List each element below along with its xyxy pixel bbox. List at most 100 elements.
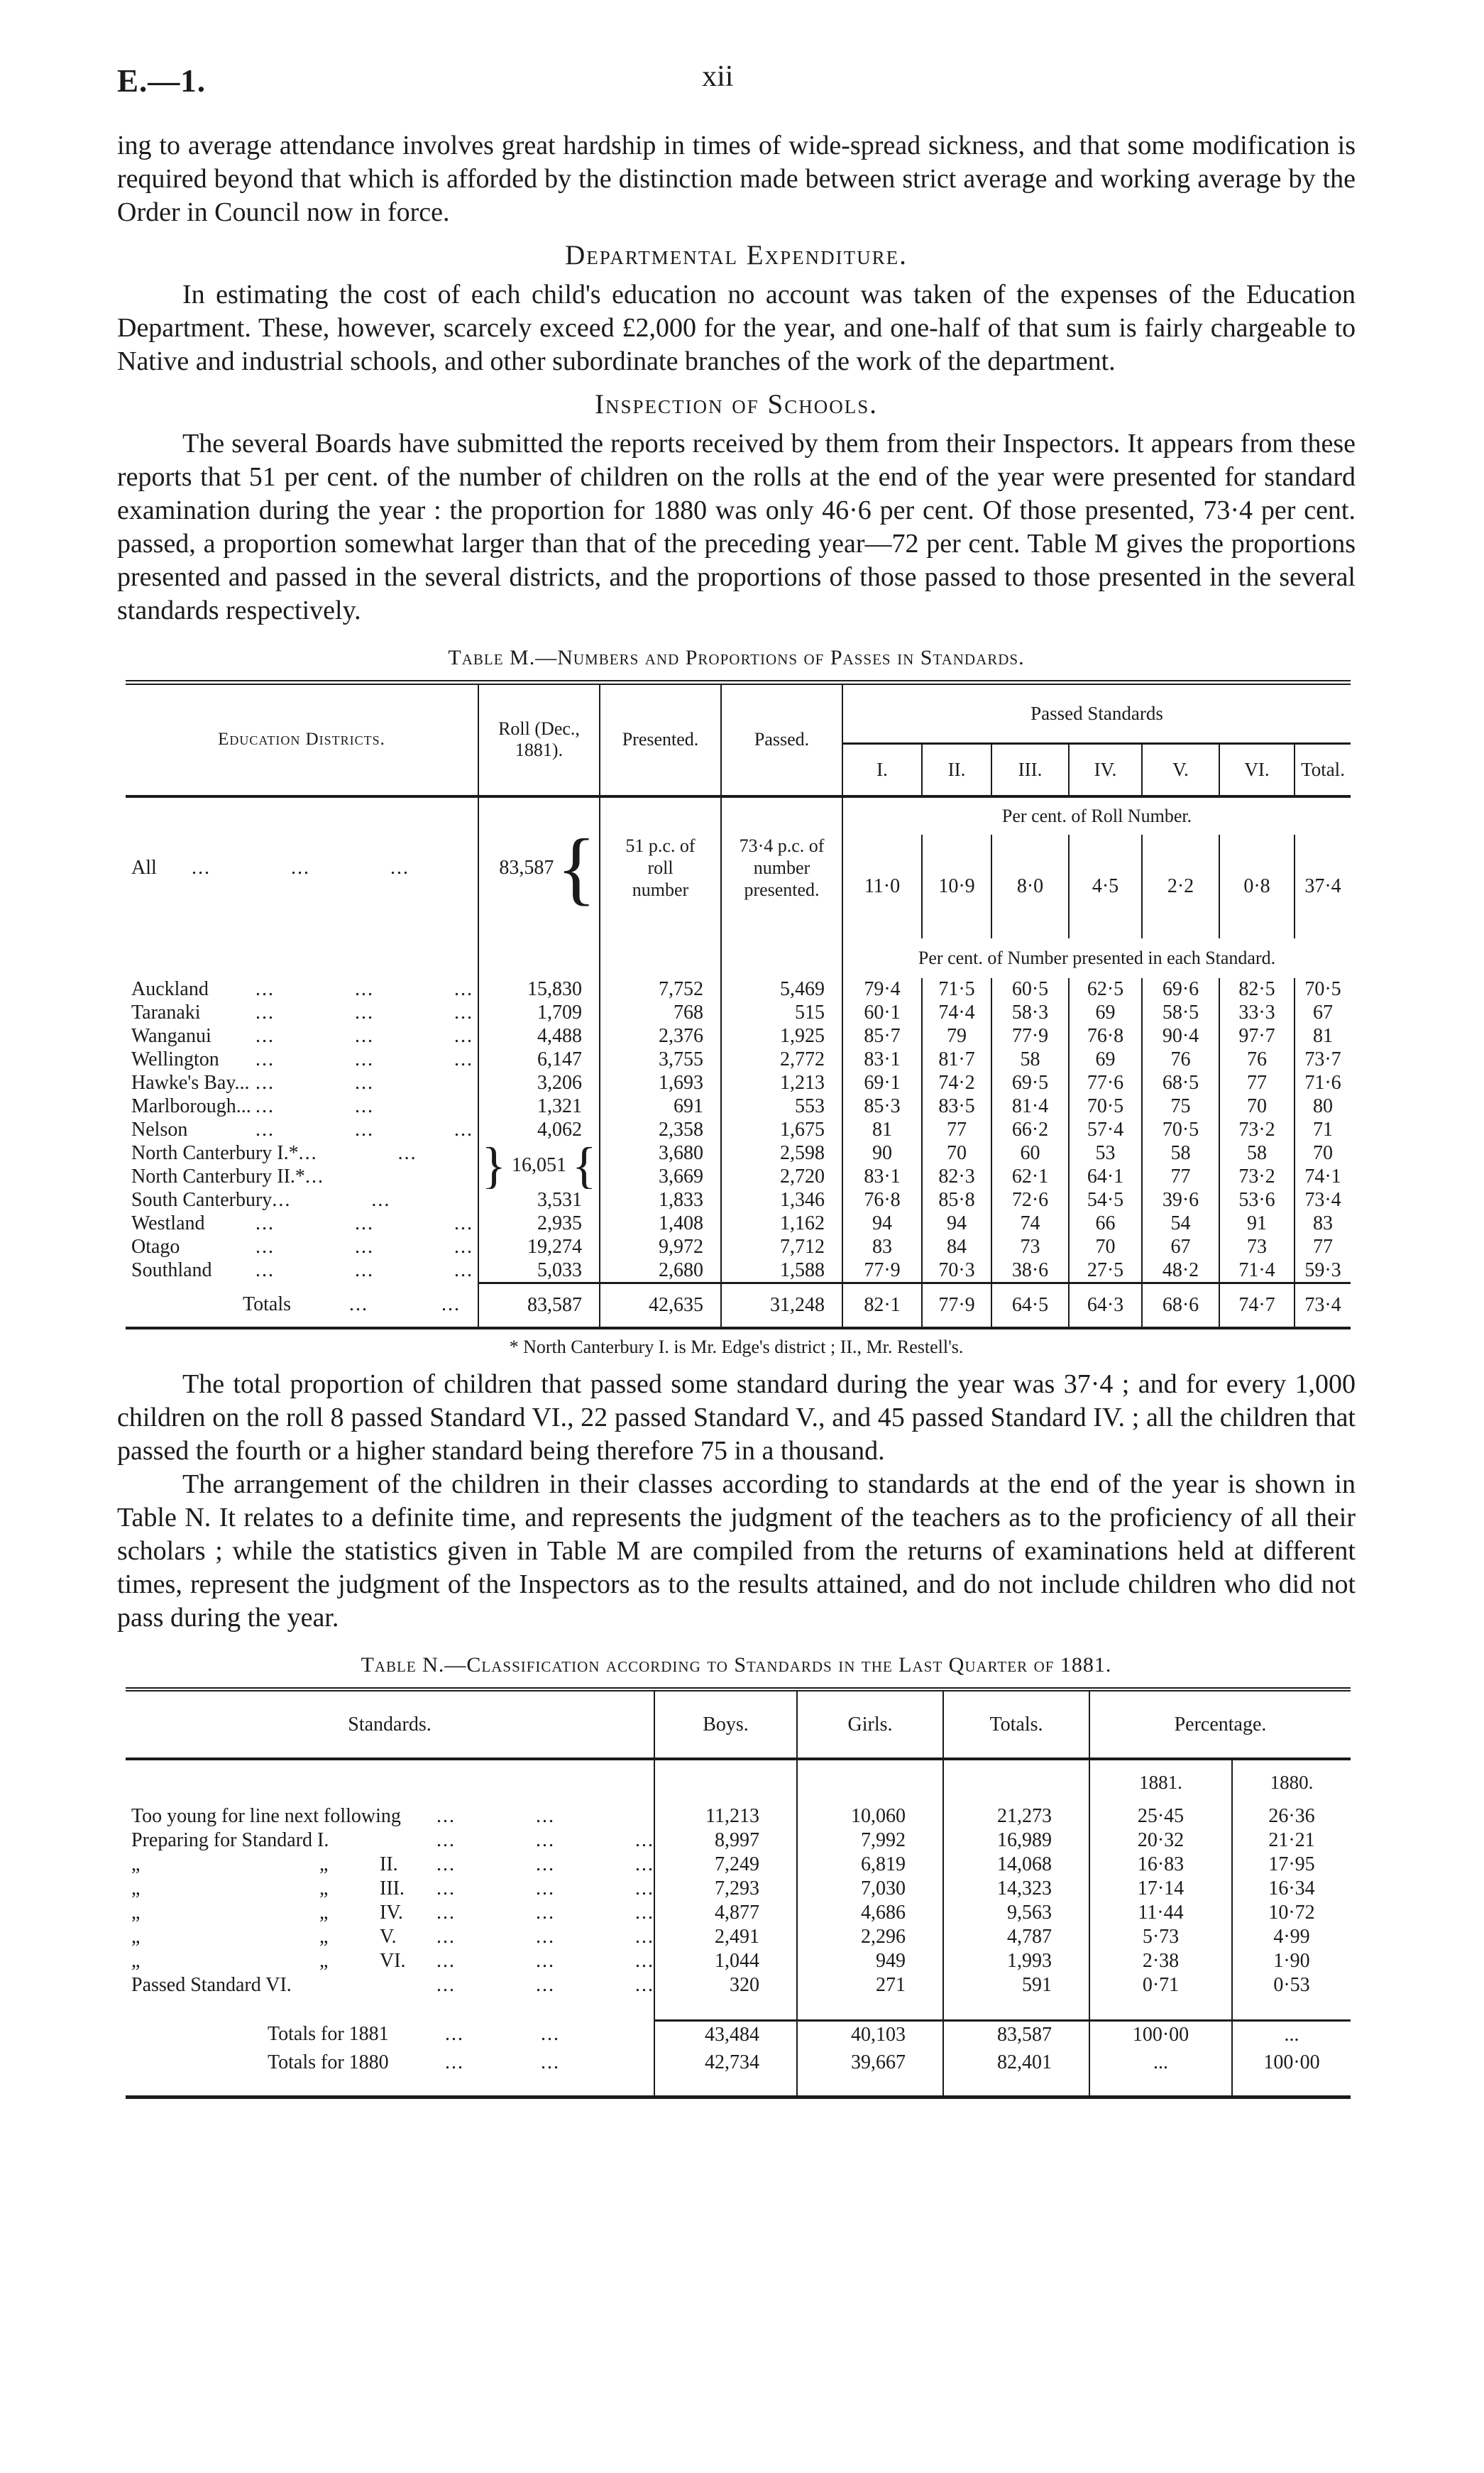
table-n-totals-label: Totals for 1881...... — [126, 2020, 654, 2049]
table-m-roll-cell: 6,147 — [478, 1048, 600, 1072]
leader-dots: ... — [635, 1926, 654, 1948]
table-m-district-cell: Wanganui......... — [126, 1025, 478, 1048]
leader-dots: ... — [255, 1119, 275, 1141]
leader-dots: ... — [298, 1142, 318, 1164]
row-label: Wellington — [131, 1048, 219, 1070]
table-n-girls-cell: 6,819 — [796, 1853, 943, 1877]
table-m-value-cell: 70 — [1293, 1141, 1351, 1166]
leader-dots: ... — [436, 1926, 456, 1948]
table-m-value-cell: 76 — [1219, 1048, 1295, 1072]
table-n-row: Preparing for Standard I.......... 8,997 7… — [126, 1828, 1351, 1853]
leader-dots: ... — [255, 1212, 275, 1234]
leader-dots: ... — [255, 1259, 275, 1282]
paragraph-attendance-continuation: ing to average attendance involves great… — [117, 131, 1356, 227]
table-m-value-cell: 67 — [1141, 1235, 1219, 1259]
leader-dots: ... — [436, 1829, 456, 1851]
table-m-value-cell: 8·0 — [991, 834, 1069, 938]
table-n-girls-cell: 10,060 — [796, 1804, 943, 1828]
table-m-value-cell: 79·4 — [842, 977, 922, 1002]
table-m-totals-cell: 73·4 — [1293, 1281, 1351, 1328]
table-m-totals-cell: 64·3 — [1068, 1281, 1142, 1328]
table-m-value-cell: 70·3 — [921, 1259, 991, 1283]
brace-glyph: } — [481, 1141, 506, 1189]
table-m-value-cell: 73·7 — [1293, 1048, 1351, 1072]
table-n-standards-cell: „ „ II.......... — [126, 1853, 654, 1877]
roll-number: 83,587 — [499, 856, 554, 879]
ditto-mark: „ — [319, 1877, 329, 1899]
table-m-totals-cell: 74·7 — [1219, 1281, 1295, 1328]
row-label: II. — [380, 1853, 398, 1875]
table-m-subheader-iv: IV. — [1068, 743, 1142, 798]
table-m-value-cell: 66·2 — [991, 1118, 1069, 1142]
table-m-presented-cell: 3,669 — [599, 1165, 721, 1189]
table-n-girls-cell: 39,667 — [796, 2049, 943, 2077]
table-m-value-cell: 58 — [1141, 1141, 1219, 1166]
leader-dots: ... — [436, 1950, 456, 1972]
leader-dots: ... — [541, 2051, 560, 2073]
leader-dots: ... — [355, 1072, 374, 1094]
table-n-pct-1881-cell: 0·71 — [1089, 1973, 1232, 1997]
leader-dots: ... — [355, 1025, 374, 1047]
table-m-value-cell: 94 — [921, 1212, 991, 1236]
table-n-boys-cell: 8,997 — [654, 1828, 797, 1853]
row-label: Taranaki — [131, 1002, 201, 1024]
table-m-subheader-iii: III. — [991, 743, 1069, 798]
table-n-totals-label: Totals for 1880...... — [126, 2049, 654, 2077]
table-m-roll-cell: 1,321 — [478, 1095, 600, 1119]
table-n-pct-1881-cell: 17·14 — [1089, 1877, 1232, 1901]
table-m-all-district-cell: All............ — [126, 796, 478, 938]
table-m-header-row: Education Districts. Roll (Dec., 1881). … — [126, 682, 1351, 798]
table-n-boys-cell: 43,484 — [654, 2019, 797, 2049]
table-n-header-boys: Boys. — [654, 1689, 797, 1760]
table-m-district-cell: Otago......... — [126, 1236, 478, 1259]
leader-dots: ... — [255, 1002, 275, 1024]
leader-dots: ... — [355, 978, 374, 1000]
table-m-district-cell: South Canterbury...... — [126, 1189, 478, 1212]
table-m-value-cell: 71·4 — [1219, 1259, 1295, 1283]
table-m-value-cell: 79 — [921, 1024, 991, 1048]
table-m-value-cell: 76 — [1141, 1048, 1219, 1072]
row-label: V. — [380, 1926, 397, 1948]
table-m-value-cell: 70·5 — [1141, 1118, 1219, 1142]
table-m-value-cell: 80 — [1293, 1095, 1351, 1119]
table-m-value-cell: 0·8 — [1219, 834, 1295, 938]
table-m-header-passed: Passed. — [720, 682, 842, 798]
table-m-value-cell: 71·6 — [1293, 1071, 1351, 1095]
table-n-row: Passed Standard VI.......... 320 271 591 0·7… — [126, 1973, 1351, 1997]
table-m-header-passed-standards: Passed Standards — [841, 682, 1351, 745]
brace-glyph: { — [556, 822, 596, 914]
table-m-passed-cell: 2,720 — [720, 1165, 842, 1189]
leader-dots: ... — [192, 856, 211, 879]
empty-cell — [1089, 2077, 1232, 2097]
table-m-presented-cell: 3,755 — [599, 1048, 721, 1072]
table-n-girls-cell: 271 — [796, 1973, 943, 1997]
table-n-totals-cell: 591 — [942, 1973, 1089, 1997]
table-m-value-cell: 83 — [1293, 1212, 1351, 1236]
table-m-value-cell: 64·1 — [1068, 1165, 1142, 1189]
row-label: Totals for 1880 — [268, 2051, 389, 2073]
table-m-value-cell: 74·4 — [921, 1001, 991, 1025]
ditto-mark: „ — [319, 1950, 329, 1972]
leader-dots: ... — [635, 1877, 654, 1899]
table-m-passed-cell: 515 — [720, 1001, 842, 1025]
table-n-totals-cell: 14,323 — [942, 1877, 1089, 1901]
table-n-pct-1881-cell: 16·83 — [1089, 1853, 1232, 1877]
table-n-pct-1880-cell: 0·53 — [1231, 1973, 1351, 1997]
table-m-district-row: Southland......... 5,033 2,680 1,588 77·9 70·… — [126, 1259, 1351, 1283]
table-m-district-cell: Wellington......... — [126, 1048, 478, 1072]
ditto-mark: „ — [131, 1902, 141, 1924]
table-m-totals-cell: 31,248 — [720, 1281, 842, 1328]
table-m-value-cell: 84 — [921, 1235, 991, 1259]
leader-dots: ... — [255, 978, 275, 1000]
table-m-value-cell: 73·2 — [1219, 1165, 1295, 1189]
empty-cell — [942, 1759, 1089, 1804]
empty-cell — [796, 2077, 943, 2097]
table-m-passed-cell: 2,598 — [720, 1141, 842, 1166]
row-label: Totals for 1881 — [268, 2023, 389, 2045]
table-n-pct-1881-cell: 25·45 — [1089, 1804, 1232, 1828]
leader-dots: ... — [390, 856, 410, 879]
table-n-year-row: 1881. 1880. — [126, 1759, 1351, 1804]
leader-dots: ... — [436, 1853, 456, 1875]
table-n-pct-1881-cell: 20·32 — [1089, 1828, 1232, 1853]
table-m-roll-cell: 3,531 — [478, 1188, 600, 1212]
